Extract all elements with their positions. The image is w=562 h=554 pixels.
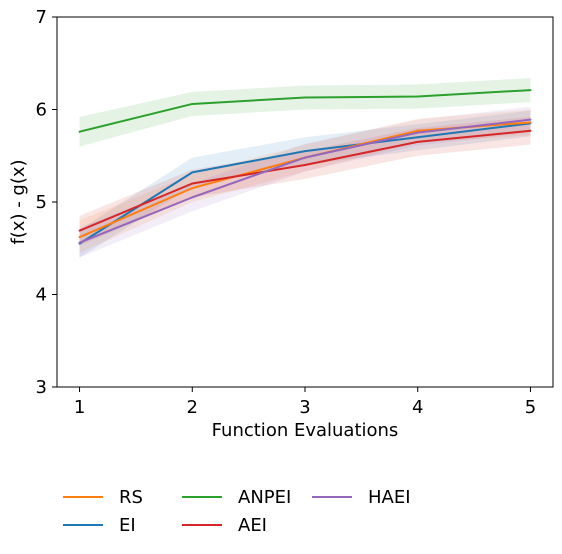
y-tick-label: 7 bbox=[36, 7, 47, 28]
x-axis-title: Function Evaluations bbox=[212, 420, 399, 441]
data-point-haei bbox=[78, 241, 81, 244]
x-tick-label: 3 bbox=[299, 397, 310, 418]
legend-item-aei: AEI bbox=[182, 515, 267, 536]
band-haei bbox=[79, 106, 531, 258]
data-point-anpei bbox=[416, 95, 419, 98]
data-point-ei bbox=[416, 136, 419, 139]
legend-label-ei: EI bbox=[119, 515, 136, 536]
y-tick-label: 6 bbox=[36, 100, 47, 121]
legend-label-anpei: ANPEI bbox=[238, 487, 291, 508]
data-point-haei bbox=[191, 196, 194, 199]
series-lines bbox=[78, 89, 532, 245]
data-point-aei bbox=[416, 140, 419, 143]
y-axis-ticks: 3 4 5 6 7 bbox=[36, 7, 57, 398]
data-point-haei bbox=[304, 156, 306, 159]
data-point-aei bbox=[529, 129, 532, 132]
confidence-bands bbox=[79, 78, 531, 258]
data-point-anpei bbox=[304, 96, 306, 99]
legend: RS EI ANPEI AEI HAEI bbox=[63, 487, 411, 536]
legend-label-aei: AEI bbox=[238, 515, 267, 536]
data-point-rs bbox=[191, 187, 194, 190]
data-point-anpei bbox=[529, 89, 532, 92]
legend-item-haei: HAEI bbox=[312, 487, 411, 508]
data-point-aei bbox=[191, 182, 194, 185]
data-point-aei bbox=[78, 229, 81, 232]
data-point-anpei bbox=[78, 130, 81, 133]
band-aei bbox=[79, 116, 531, 246]
x-axis-ticks: 1 2 3 4 5 bbox=[74, 387, 536, 418]
x-tick-label: 4 bbox=[412, 397, 423, 418]
data-point-ei bbox=[304, 150, 306, 153]
band-anpei bbox=[79, 78, 531, 147]
y-tick-label: 5 bbox=[36, 192, 47, 213]
data-point-haei bbox=[529, 118, 532, 121]
band-rs bbox=[79, 109, 531, 253]
y-axis-title: f(x) - g(x) bbox=[8, 159, 29, 244]
legend-label-rs: RS bbox=[119, 487, 143, 508]
data-point-anpei bbox=[191, 102, 194, 105]
x-tick-label: 2 bbox=[187, 397, 198, 418]
data-point-rs bbox=[416, 129, 419, 132]
data-point-rs bbox=[78, 236, 81, 239]
y-tick-label: 4 bbox=[36, 285, 47, 306]
band-ei bbox=[79, 110, 531, 258]
y-tick-label: 3 bbox=[36, 377, 47, 398]
legend-item-ei: EI bbox=[63, 515, 136, 536]
x-tick-label: 5 bbox=[525, 397, 536, 418]
data-point-haei bbox=[416, 131, 419, 134]
data-point-aei bbox=[304, 164, 306, 166]
data-point-rs bbox=[529, 121, 532, 124]
x-tick-label: 1 bbox=[74, 397, 85, 418]
legend-label-haei: HAEI bbox=[368, 487, 411, 508]
legend-item-anpei: ANPEI bbox=[182, 487, 291, 508]
data-point-ei bbox=[191, 171, 194, 174]
legend-item-rs: RS bbox=[63, 487, 143, 508]
